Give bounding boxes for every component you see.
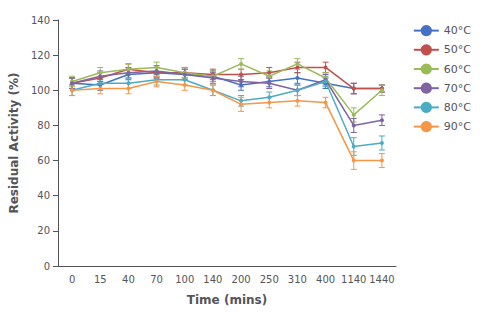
- svg-text:1440: 1440: [369, 274, 394, 285]
- svg-text:200: 200: [232, 274, 251, 285]
- svg-text:15: 15: [94, 274, 107, 285]
- svg-text:1140: 1140: [341, 274, 366, 285]
- svg-text:400: 400: [316, 274, 335, 285]
- svg-text:0: 0: [44, 261, 50, 272]
- svg-text:0: 0: [69, 274, 75, 285]
- svg-text:50°C: 50°C: [444, 43, 471, 56]
- svg-text:120: 120: [31, 50, 50, 61]
- svg-text:250: 250: [260, 274, 279, 285]
- svg-text:60: 60: [37, 155, 50, 166]
- svg-text:140: 140: [203, 274, 222, 285]
- svg-text:Time (mins): Time (mins): [187, 293, 267, 307]
- svg-text:60°C: 60°C: [444, 63, 471, 76]
- svg-text:140: 140: [31, 15, 50, 26]
- svg-text:90°C: 90°C: [444, 120, 471, 133]
- svg-text:70°C: 70°C: [444, 82, 471, 95]
- svg-text:Residual Activity (%): Residual Activity (%): [7, 72, 21, 213]
- svg-text:80°C: 80°C: [444, 101, 471, 114]
- svg-text:70: 70: [150, 274, 163, 285]
- svg-text:40: 40: [37, 190, 50, 201]
- svg-text:40°C: 40°C: [444, 24, 471, 37]
- svg-text:310: 310: [288, 274, 307, 285]
- svg-text:20: 20: [37, 225, 50, 236]
- svg-text:100: 100: [31, 85, 50, 96]
- svg-text:100: 100: [175, 274, 194, 285]
- svg-text:80: 80: [37, 120, 50, 131]
- svg-text:40: 40: [122, 274, 135, 285]
